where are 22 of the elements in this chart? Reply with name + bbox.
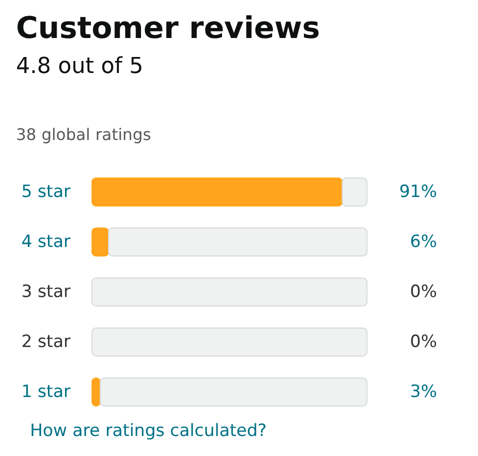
bar [92, 328, 368, 356]
bar [342, 178, 368, 206]
data-label: 6% [410, 232, 437, 252]
text: 38 global ratings [16, 125, 152, 144]
data-label: 3% [410, 382, 437, 402]
data-label: 0% [410, 332, 437, 352]
y-tick-label: 1 star [21, 382, 71, 402]
data-label: 91% [399, 182, 437, 202]
bar [92, 378, 101, 406]
y-tick-label: 3 star [21, 282, 71, 302]
y-tick-label: 2 star [21, 332, 71, 352]
data-label: 0% [410, 282, 437, 302]
bar [100, 378, 368, 406]
bar [92, 228, 109, 256]
bar [108, 228, 368, 256]
chart-title: Customer reviews [16, 11, 320, 46]
bar [92, 278, 368, 306]
y-tick-label: 4 star [21, 232, 71, 252]
text: How are ratings calculated? [30, 421, 267, 441]
bar [92, 178, 343, 206]
y-tick-label: 5 star [21, 182, 71, 202]
chart-subtitle: 4.8 out of 5 [16, 54, 144, 79]
